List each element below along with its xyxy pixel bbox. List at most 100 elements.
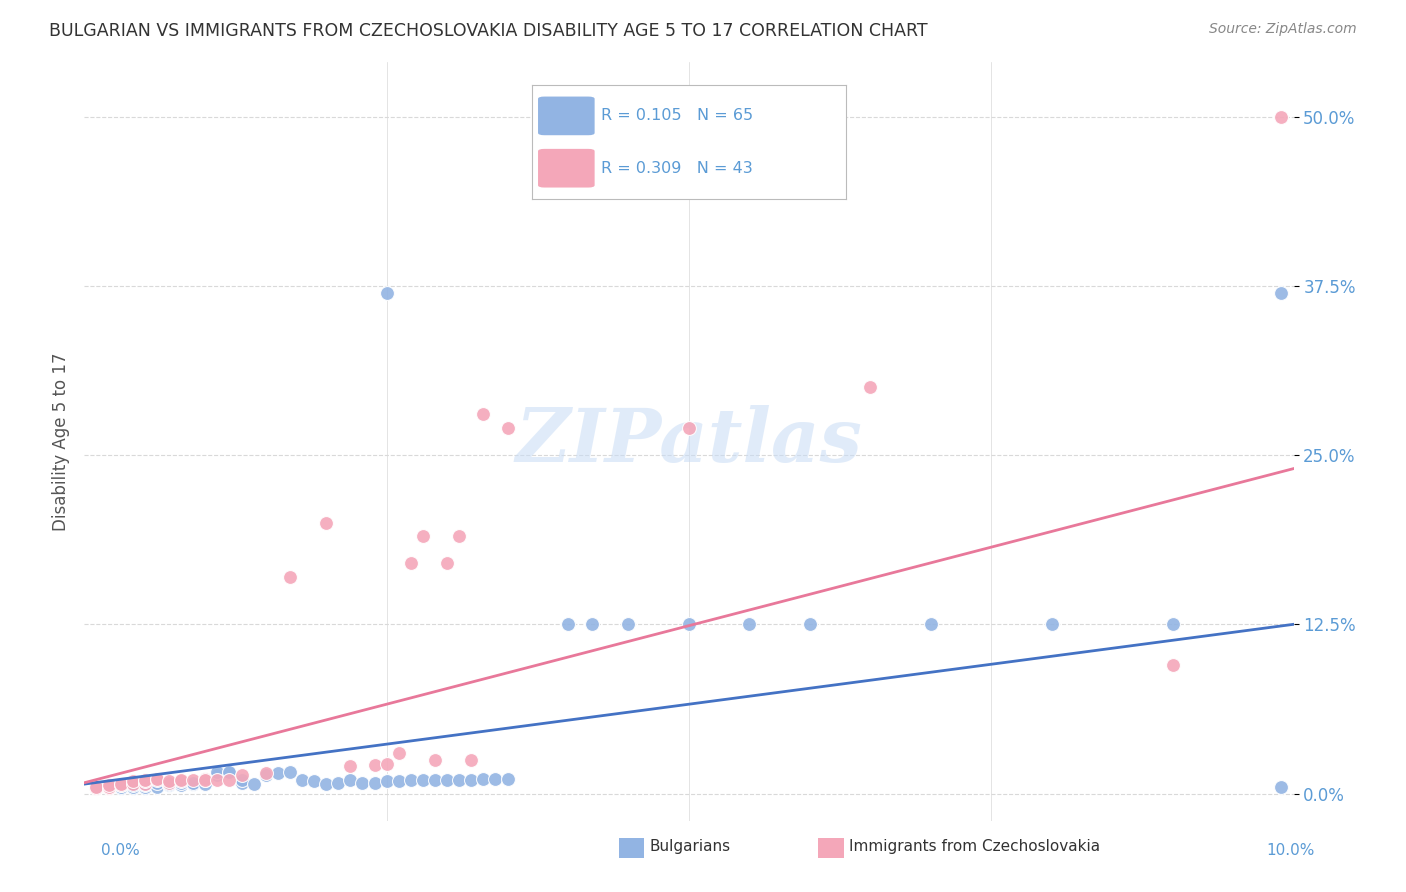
Point [194,772,217,787]
Point [254,767,277,781]
Text: BULGARIAN VS IMMIGRANTS FROM CZECHOSLOVAKIA DISABILITY AGE 5 TO 17 CORRELATION C: BULGARIAN VS IMMIGRANTS FROM CZECHOSLOVA… [49,22,928,40]
Point [86,781,108,796]
Point [231,767,253,781]
Point [218,772,240,787]
Point [267,766,290,780]
Point [496,421,519,435]
Point [738,617,761,632]
Point [181,772,204,787]
Text: Source: ZipAtlas.com: Source: ZipAtlas.com [1209,22,1357,37]
Point [1270,780,1292,794]
Point [157,776,180,790]
Point [339,772,361,787]
Point [121,781,143,796]
Point [181,776,204,790]
Point [86,780,108,794]
Point [302,774,325,789]
Point [146,772,169,787]
Point [920,617,942,632]
Text: 10.0%: 10.0% [1267,843,1315,858]
Text: Bulgarians: Bulgarians [650,839,731,854]
Point [678,421,700,435]
Point [1270,110,1292,124]
Point [315,516,337,530]
Point [375,285,398,300]
Point [134,772,156,787]
Point [1270,285,1292,300]
Point [1161,617,1184,632]
Point [110,779,132,793]
Point [97,780,120,794]
Point [315,777,337,791]
Point [121,774,143,789]
Point [121,779,143,793]
Point [207,772,229,787]
Point [617,617,640,632]
Point [352,776,374,790]
Point [134,779,156,793]
Point [339,759,361,773]
Point [388,774,411,789]
Point [110,777,132,791]
Point [134,777,156,791]
Point [97,781,120,796]
Point [134,780,156,794]
Point [460,753,482,767]
Point [146,772,169,786]
Point [194,777,217,791]
Point [242,777,264,791]
Point [110,781,132,796]
Point [97,781,120,796]
Point [496,772,519,786]
Text: ZIPatlas: ZIPatlas [516,405,862,478]
Point [231,772,253,787]
Point [472,408,495,422]
Point [363,758,385,772]
Point [170,779,193,793]
Point [134,781,156,796]
Point [484,772,506,786]
Point [1161,657,1184,672]
Point [134,774,156,789]
Point [412,529,434,543]
Point [181,777,204,791]
Point [557,617,579,632]
Point [460,772,482,787]
Point [291,772,314,787]
Point [399,772,422,787]
Point [134,777,156,791]
Point [278,570,301,584]
Point [799,617,821,632]
Point [121,780,143,794]
Point [207,767,229,781]
Point [218,764,240,779]
Point [1040,617,1063,632]
Point [170,774,193,789]
Point [218,766,240,780]
Point [423,753,446,767]
Point [581,617,603,632]
Point [157,774,180,789]
Point [375,774,398,789]
Point [254,766,277,780]
Point [436,557,458,571]
Point [449,529,471,543]
Point [207,764,229,779]
Point [194,772,217,786]
Point [121,777,143,791]
Text: Immigrants from Czechoslovakia: Immigrants from Czechoslovakia [849,839,1101,854]
Point [399,557,422,571]
Point [157,779,180,793]
Point [436,772,458,787]
Point [363,776,385,790]
Point [328,776,350,790]
Point [97,780,120,794]
Point [146,780,169,794]
Point [231,776,253,790]
Point [146,776,169,790]
Point [97,779,120,793]
Text: 0.0%: 0.0% [101,843,141,858]
Point [375,756,398,771]
Point [449,772,471,787]
Y-axis label: Disability Age 5 to 17: Disability Age 5 to 17 [52,352,70,531]
